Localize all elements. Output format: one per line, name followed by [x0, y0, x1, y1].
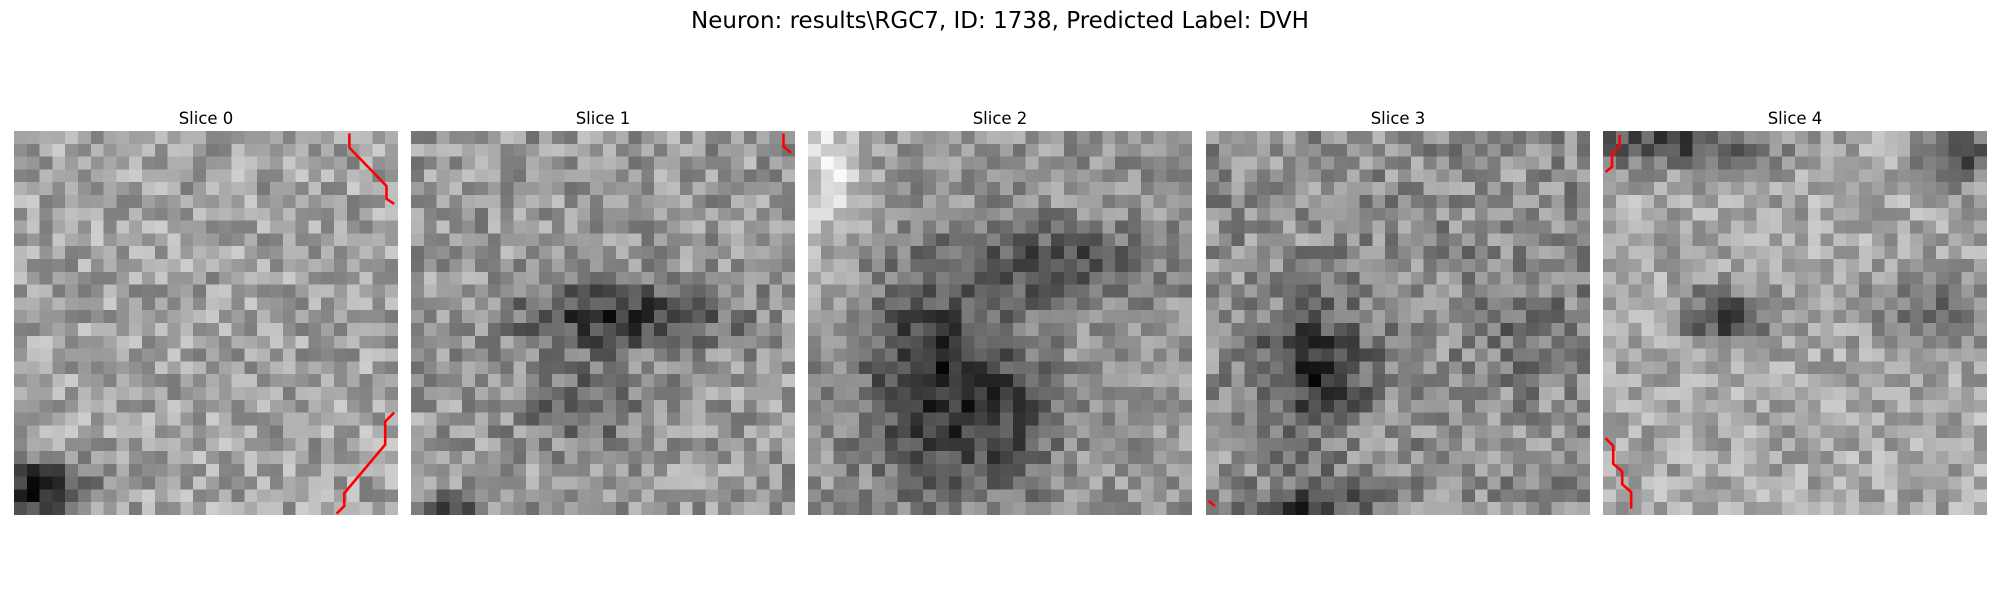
figure-title: Neuron: results\RGC7, ID: 1738, Predicte…	[691, 8, 1309, 34]
slice-title-0: Slice 0	[178, 109, 234, 128]
neuron-trace-0-1	[337, 413, 395, 514]
slice-title-1: Slice 1	[575, 109, 631, 128]
neuron-trace-3-0	[1209, 501, 1215, 506]
slice-panel-3: Slice 3	[1206, 107, 1590, 515]
neuron-trace-1-0	[783, 134, 791, 153]
slice-title-4: Slice 4	[1767, 109, 1823, 128]
slice-panel-0: Slice 0	[14, 107, 398, 515]
slice-title-3: Slice 3	[1370, 109, 1426, 128]
slice-image-1	[411, 131, 795, 515]
neuron-trace-0-0	[349, 134, 394, 204]
slice-image-3	[1206, 131, 1590, 515]
slice-image-0	[14, 131, 398, 515]
slice-title-2: Slice 2	[972, 109, 1028, 128]
neuron-trace-4-0	[1606, 135, 1620, 172]
slice-image-2	[808, 131, 1192, 515]
slice-image-4	[1603, 131, 1987, 515]
neuron-trace-4-1	[1606, 438, 1632, 508]
slice-panel-4: Slice 4	[1603, 107, 1987, 515]
slice-panel-2: Slice 2	[808, 107, 1192, 515]
slice-panel-1: Slice 1	[411, 107, 795, 515]
